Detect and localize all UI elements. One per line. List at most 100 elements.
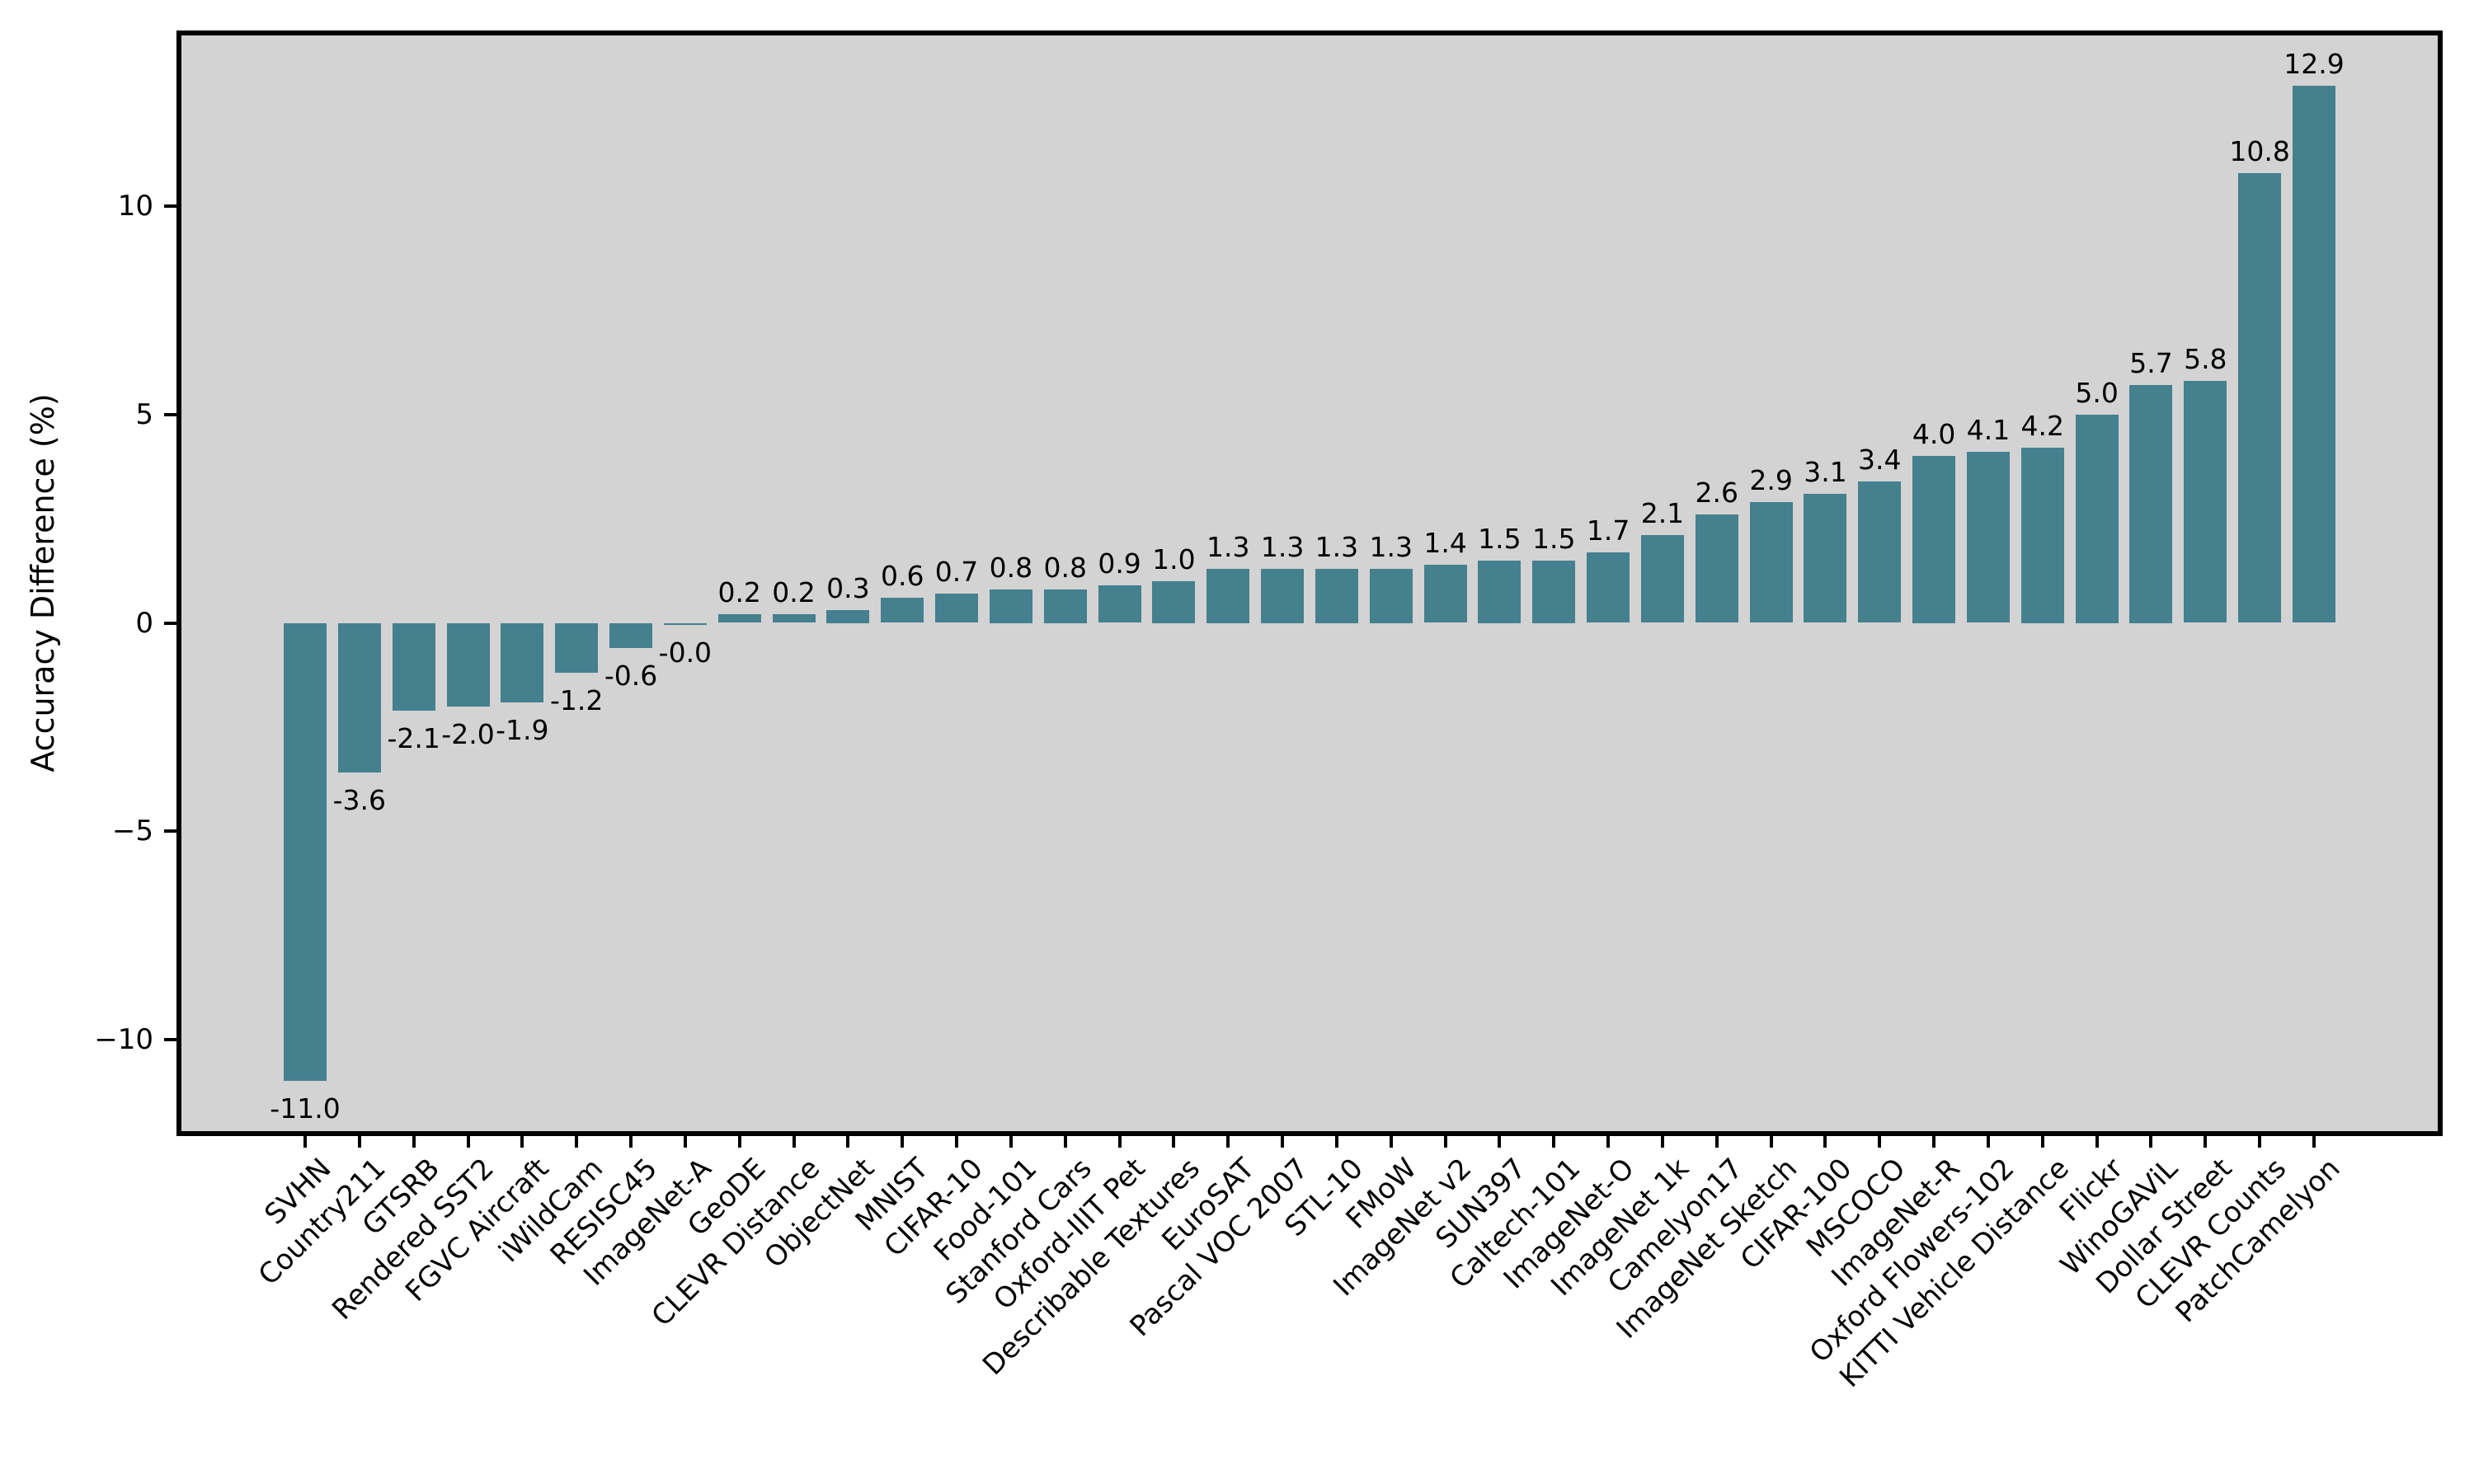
- bar-stl-10: [1315, 568, 1358, 623]
- y-tick-mark: [164, 204, 177, 209]
- x-tick-mark: [1172, 1134, 1176, 1148]
- bar-patchcamelyon: [2293, 85, 2335, 623]
- x-tick-mark: [520, 1134, 524, 1148]
- bar-value-label-food-101: 0.8: [989, 552, 1033, 585]
- bar-value-label-winogavil: 5.7: [2129, 347, 2173, 380]
- bar-flickr: [2075, 414, 2119, 623]
- x-tick-mark: [2204, 1134, 2208, 1148]
- bar-value-label-gtsrb: -2.1: [387, 721, 440, 754]
- bar-imagenet-r: [1912, 456, 1956, 623]
- y-tick-label--10: −10: [94, 1022, 153, 1056]
- bar-value-label-pascal-voc-2007: 1.3: [1260, 530, 1305, 563]
- x-tick-mark: [1117, 1134, 1122, 1148]
- x-tick-mark: [629, 1134, 633, 1148]
- bar-imagenet-sketch: [1749, 501, 1793, 623]
- bar-value-label-fmow: 1.3: [1369, 530, 1413, 563]
- x-tick-mark: [2258, 1134, 2262, 1148]
- x-tick-mark: [1226, 1134, 1230, 1148]
- x-tick-mark: [1660, 1134, 1664, 1148]
- y-tick-label-5: 5: [135, 397, 153, 431]
- bar-imagenet-o: [1587, 552, 1630, 623]
- bar-value-label-patchcamelyon: 12.9: [2284, 47, 2345, 80]
- bar-fmow: [1369, 568, 1413, 623]
- bar-sun397: [1478, 560, 1522, 623]
- bar-value-label-imagenet-a: -0.0: [658, 636, 713, 669]
- bar-mnist: [881, 598, 924, 623]
- bar-stanford-cars: [1043, 589, 1087, 623]
- x-tick-mark: [2095, 1134, 2099, 1148]
- bar-value-label-cifar-100: 3.1: [1804, 455, 1847, 488]
- bar-oxford-iiit-pet: [1098, 585, 1141, 623]
- bar-imagenet-a: [663, 622, 707, 625]
- bar-pascal-voc-2007: [1261, 568, 1305, 623]
- bar-describable-textures: [1152, 580, 1196, 623]
- bar-value-label-cifar-10: 0.7: [934, 556, 979, 589]
- x-tick-mark: [792, 1134, 796, 1148]
- bar-gtsrb: [392, 622, 435, 711]
- x-tick-mark: [1334, 1134, 1338, 1148]
- x-tick-mark: [1063, 1134, 1067, 1148]
- bar-value-label-imagenet-sketch: 2.9: [1749, 463, 1793, 496]
- bar-value-label-sun397: 1.5: [1478, 522, 1522, 555]
- x-tick-mark: [1714, 1134, 1719, 1148]
- bar-value-label-stanford-cars: 0.8: [1043, 552, 1087, 585]
- x-tick-mark: [1552, 1134, 1556, 1148]
- x-tick-mark: [1498, 1134, 1502, 1148]
- y-tick-mark: [164, 621, 177, 625]
- bar-value-label-imagenet-r: 4.0: [1912, 418, 1956, 451]
- bar-value-label-oxford-flowers-102: 4.1: [1966, 414, 2011, 447]
- bar-value-label-fgvc-aircraft: -1.9: [496, 713, 549, 746]
- x-tick-mark: [1281, 1134, 1285, 1148]
- bar-kitti-vehicle-distance: [2020, 448, 2064, 623]
- x-tick-mark: [466, 1134, 470, 1148]
- bar-value-label-clevr-distance: 0.2: [772, 576, 816, 609]
- bar-svhn: [284, 622, 327, 1082]
- bar-value-label-rendered-sst2: -2.0: [441, 717, 495, 750]
- bar-imagenet-1k: [1640, 535, 1684, 623]
- bar-value-label-imagenet-v2: 1.4: [1423, 526, 1467, 559]
- bar-resisc45: [609, 622, 653, 648]
- x-tick-mark: [901, 1134, 905, 1148]
- bar-value-label-stl-10: 1.3: [1315, 530, 1359, 563]
- x-tick-mark: [1443, 1134, 1447, 1148]
- x-tick-mark: [412, 1134, 416, 1148]
- bar-food-101: [989, 589, 1032, 623]
- bar-eurosat: [1206, 568, 1250, 623]
- bar-dollar-street: [2184, 381, 2227, 623]
- y-tick-mark: [164, 1037, 177, 1041]
- bar-value-label-imagenet-o: 1.7: [1586, 514, 1630, 547]
- bar-objectnet: [826, 610, 870, 623]
- x-tick-mark: [1009, 1134, 1013, 1148]
- bar-imagenet-v2: [1423, 564, 1467, 623]
- x-tick-mark: [1878, 1134, 1882, 1148]
- bar-clevr-distance: [772, 614, 816, 623]
- bar-value-label-flickr: 5.0: [2075, 376, 2119, 409]
- bar-caltech-101: [1532, 560, 1576, 623]
- x-tick-mark: [1823, 1134, 1827, 1148]
- bar-value-label-mnist: 0.6: [880, 560, 924, 593]
- bar-value-label-eurosat: 1.3: [1206, 530, 1250, 563]
- x-tick-mark: [357, 1134, 361, 1148]
- bar-value-label-iwildcam: -1.2: [549, 684, 604, 717]
- bar-geode: [717, 614, 761, 623]
- x-tick-mark: [2040, 1134, 2044, 1148]
- x-tick-mark: [1932, 1134, 1936, 1148]
- bar-country211: [337, 622, 381, 773]
- bar-value-label-oxford-iiit-pet: 0.9: [1098, 547, 1141, 580]
- bar-clevr-counts: [2238, 172, 2282, 623]
- bar-value-label-country211: -3.6: [332, 784, 387, 817]
- bar-rendered-sst2: [446, 622, 490, 707]
- x-tick-mark: [2149, 1134, 2153, 1148]
- bar-value-label-camelyon17: 2.6: [1695, 477, 1739, 510]
- y-tick-label-0: 0: [135, 606, 153, 640]
- bar-value-label-resisc45: -0.6: [604, 659, 658, 692]
- x-tick-mark: [1606, 1134, 1611, 1148]
- bar-oxford-flowers-102: [1966, 452, 2010, 623]
- x-tick-mark: [1389, 1134, 1393, 1148]
- y-tick-mark: [164, 412, 177, 416]
- bar-value-label-dollar-street: 5.8: [2184, 343, 2227, 376]
- bar-value-label-svhn: -11.0: [270, 1092, 341, 1125]
- x-tick-mark: [737, 1134, 741, 1148]
- bar-cifar-10: [935, 594, 979, 623]
